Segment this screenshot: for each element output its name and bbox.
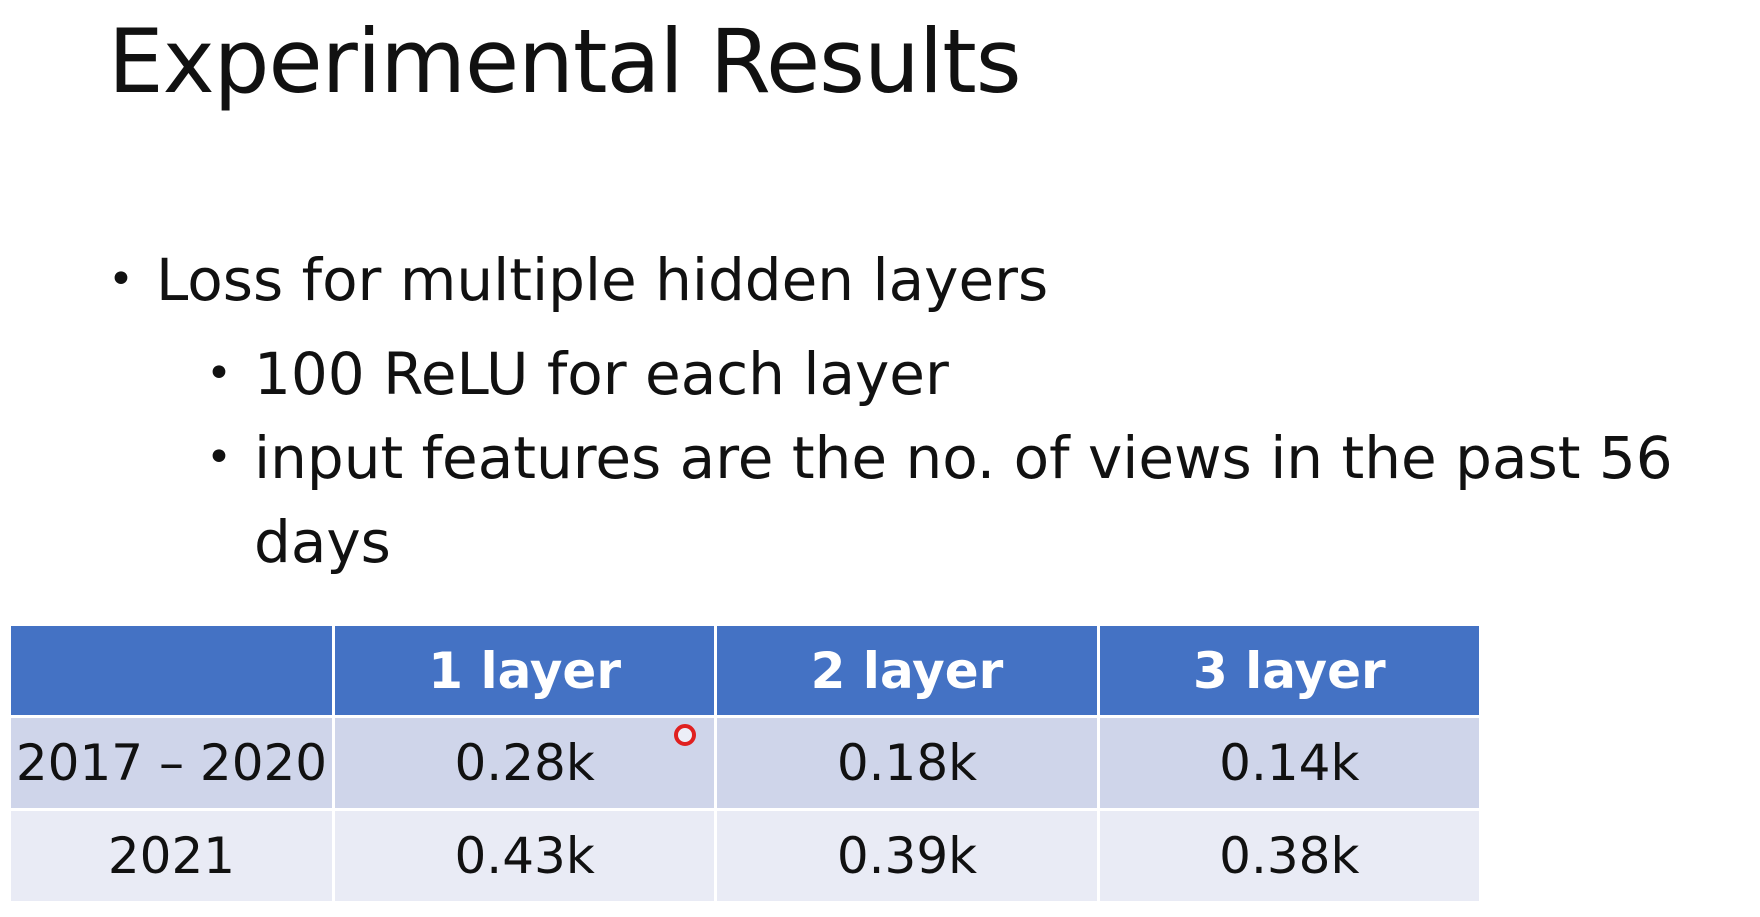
table-cell: 2017 – 2020	[11, 718, 332, 808]
table-header-cell: 2 layer	[717, 626, 1097, 715]
results-table: 1 layer 2 layer 3 layer 2017 – 2020 0.28…	[8, 623, 1482, 904]
bullet-dot-icon: •	[206, 432, 232, 483]
bullet-text: Loss for multiple hidden layers	[156, 246, 1049, 314]
bullet-list: • Loss for multiple hidden layers • 100 …	[108, 238, 1758, 584]
table-header-row: 1 layer 2 layer 3 layer	[11, 626, 1479, 715]
table-cell: 0.43k	[334, 811, 715, 901]
table-row: 2017 – 2020 0.28k 0.18k 0.14k	[11, 718, 1479, 808]
table-cell: 0.18k	[717, 718, 1097, 808]
slide-title: Experimental Results	[108, 10, 1022, 113]
bullet-dot-icon: •	[206, 348, 232, 399]
table-cell: 0.28k	[334, 718, 715, 808]
table-cell: 0.39k	[717, 811, 1097, 901]
table-row: 2021 0.43k 0.39k 0.38k	[11, 811, 1479, 901]
sub-bullet-item: • input features are the no. of views in…	[206, 416, 1758, 584]
table-cell: 0.14k	[1099, 718, 1479, 808]
table-cell: 2021	[11, 811, 332, 901]
bullet-dot-icon: •	[108, 254, 134, 305]
pointer-cursor-icon	[674, 724, 696, 746]
sub-bullet-text: input features are the no. of views in t…	[254, 424, 1673, 576]
table-cell: 0.38k	[1099, 811, 1479, 901]
bullet-item: • Loss for multiple hidden layers	[108, 238, 1758, 322]
sub-bullet-item: • 100 ReLU for each layer	[206, 332, 1758, 416]
table-header-cell: 1 layer	[334, 626, 715, 715]
sub-bullet-text: 100 ReLU for each layer	[254, 340, 949, 408]
table-header-cell	[11, 626, 332, 715]
table-header-cell: 3 layer	[1099, 626, 1479, 715]
